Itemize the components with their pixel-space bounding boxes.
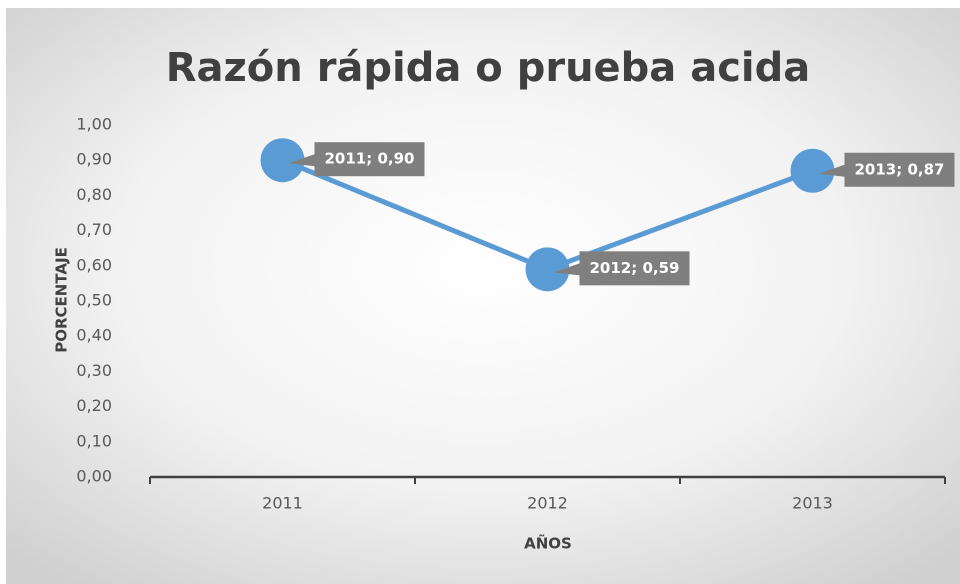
label-leader	[288, 154, 315, 167]
chart-background	[6, 8, 960, 584]
x-tick-label: 2013	[792, 494, 833, 513]
data-label: 2011; 0,90	[325, 150, 415, 168]
y-tick-label: 0,00	[76, 467, 112, 486]
y-tick-label: 0,60	[76, 255, 112, 274]
y-tick-label: 1,00	[76, 115, 112, 134]
label-leader	[553, 263, 580, 276]
data-label-box	[579, 251, 690, 286]
x-axis-label: AÑOS	[524, 534, 572, 553]
y-axis-label: PORCENTAJE	[53, 247, 71, 353]
x-tick-label: 2012	[527, 494, 568, 513]
marker	[525, 247, 570, 292]
label-leader	[818, 164, 845, 177]
data-label-box	[314, 142, 425, 177]
x-tick-label: 2011	[262, 494, 303, 513]
data-label: 2012; 0,59	[590, 259, 680, 277]
data-label-box	[844, 152, 955, 187]
marker	[260, 138, 305, 183]
y-tick-label: 0,30	[76, 361, 112, 380]
data-label: 2013; 0,87	[855, 160, 945, 178]
y-tick-label: 0,20	[76, 396, 112, 415]
y-tick-label: 0,40	[76, 326, 112, 345]
y-tick-label: 0,80	[76, 185, 112, 204]
chart-title: Razón rápida o prueba acida	[166, 45, 811, 91]
y-tick-label: 0,50	[76, 291, 112, 310]
marker	[790, 148, 835, 193]
y-tick-label: 0,70	[76, 220, 112, 239]
y-tick-label: 0,90	[76, 150, 112, 169]
y-tick-label: 0,10	[76, 431, 112, 450]
